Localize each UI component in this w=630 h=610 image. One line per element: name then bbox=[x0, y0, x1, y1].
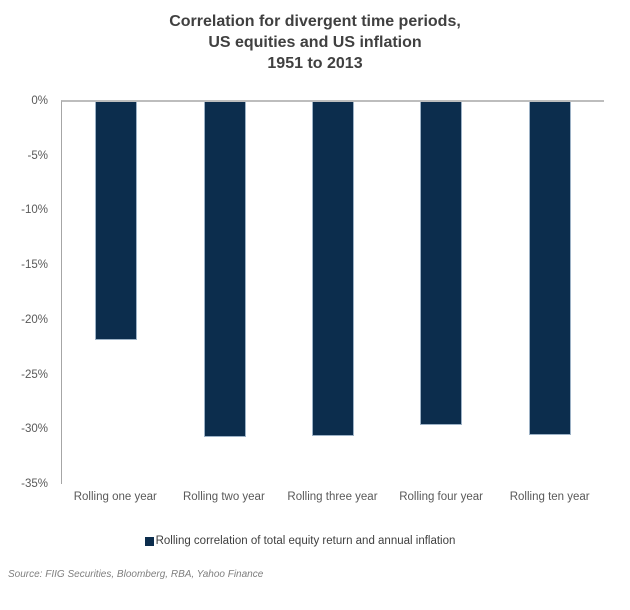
plot-area bbox=[61, 100, 604, 484]
bar-rolling-four-year bbox=[420, 102, 463, 426]
chart-title-line-1: Correlation for divergent time periods, bbox=[169, 13, 461, 30]
y-axis-labels: 0% -5% -10% -15% -20% -25% -30% -35% bbox=[0, 95, 48, 490]
legend-swatch-icon bbox=[144, 536, 154, 546]
x-category-label: Rolling one year bbox=[73, 491, 157, 503]
bar-rolling-ten-year bbox=[528, 102, 571, 435]
y-tick-label: -35% bbox=[21, 478, 48, 490]
bar-rolling-one-year bbox=[95, 102, 138, 340]
legend: Rolling correlation of total equity retu… bbox=[0, 535, 600, 547]
y-tick-label: 0% bbox=[31, 95, 48, 107]
bar-rolling-three-year bbox=[312, 102, 354, 436]
chart-title-line-3: 1951 to 2013 bbox=[267, 55, 363, 72]
source-note: Source: FIIG Securities, Bloomberg, RBA,… bbox=[8, 569, 264, 580]
bar-rolling-two-year bbox=[203, 102, 246, 438]
y-tick-label: -15% bbox=[21, 259, 48, 272]
chart-title-line-2: US equities and US inflation bbox=[208, 34, 422, 51]
y-tick-label: -10% bbox=[21, 204, 48, 217]
y-tick-label: -30% bbox=[21, 423, 48, 436]
y-tick-label: -20% bbox=[21, 313, 48, 326]
x-axis-labels: Rolling one year Rolling two year Rolling … bbox=[61, 491, 604, 503]
y-tick-label: -5% bbox=[27, 149, 48, 162]
chart-title: Correlation for divergent time periods, … bbox=[0, 11, 630, 74]
x-category-label: Rolling four year bbox=[399, 491, 483, 503]
y-tick-label: -25% bbox=[21, 368, 48, 381]
x-category-label: Rolling three year bbox=[287, 491, 378, 503]
x-category-label: Rolling ten year bbox=[509, 491, 590, 503]
legend-label: Rolling correlation of total equity retu… bbox=[155, 535, 456, 547]
x-category-label: Rolling two year bbox=[182, 491, 265, 503]
